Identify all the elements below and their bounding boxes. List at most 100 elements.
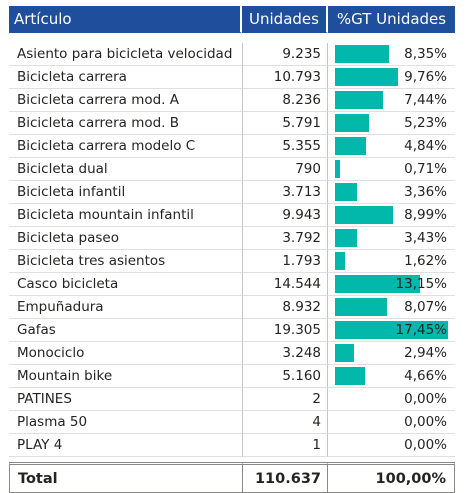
- table-row[interactable]: PLAY 4 1 0,00%: [9, 434, 455, 457]
- table-row[interactable]: PATINES 2 0,00%: [9, 388, 455, 411]
- row-pct-value: 2,94%: [404, 345, 447, 361]
- header-spacer: [9, 33, 455, 43]
- total-units: 110.637: [242, 462, 328, 493]
- row-pct-cell: 3,36%: [328, 181, 455, 204]
- data-bar: [335, 252, 346, 270]
- row-pct-cell: 2,94%: [328, 342, 455, 365]
- data-bar: [335, 275, 421, 293]
- column-header-articulo[interactable]: Artículo: [9, 6, 242, 33]
- row-articulo: Empuñadura: [9, 296, 242, 319]
- data-bar: [335, 206, 394, 224]
- row-unidades: 8.932: [242, 296, 328, 319]
- row-unidades: 790: [242, 158, 328, 181]
- row-articulo: Bicicleta carrera: [9, 66, 242, 89]
- row-articulo: Casco bicicleta: [9, 273, 242, 296]
- row-articulo: Bicicleta dual: [9, 158, 242, 181]
- row-articulo: Bicicleta tres asientos: [9, 250, 242, 273]
- row-pct-value: 0,00%: [404, 391, 447, 407]
- data-bar: [335, 183, 357, 201]
- row-articulo: Bicicleta carrera mod. A: [9, 89, 242, 112]
- row-pct-value: 3,36%: [404, 184, 447, 200]
- row-pct-cell: 8,07%: [328, 296, 455, 319]
- row-unidades: 14.544: [242, 273, 328, 296]
- table-row[interactable]: Casco bicicleta 14.544 13,15%: [9, 273, 455, 296]
- table-row[interactable]: Empuñadura 8.932 8,07%: [9, 296, 455, 319]
- row-pct-cell: 0,71%: [328, 158, 455, 181]
- table-row[interactable]: Gafas 19.305 17,45%: [9, 319, 455, 342]
- data-bar: [335, 321, 448, 339]
- data-bar: [335, 68, 399, 86]
- row-unidades: 19.305: [242, 319, 328, 342]
- table-row[interactable]: Bicicleta tres asientos 1.793 1,62%: [9, 250, 455, 273]
- data-bar: [335, 137, 367, 155]
- row-articulo: Mountain bike: [9, 365, 242, 388]
- row-pct-value: 0,00%: [404, 414, 447, 430]
- table-row[interactable]: Bicicleta carrera modelo C 5.355 4,84%: [9, 135, 455, 158]
- row-pct-value: 8,99%: [404, 207, 447, 223]
- row-pct-value: 7,44%: [404, 92, 447, 108]
- table-row[interactable]: Monociclo 3.248 2,94%: [9, 342, 455, 365]
- table-row[interactable]: Bicicleta dual 790 0,71%: [9, 158, 455, 181]
- table-row[interactable]: Bicicleta infantil 3.713 3,36%: [9, 181, 455, 204]
- row-pct-value: 4,84%: [404, 138, 447, 154]
- row-unidades: 1: [242, 434, 328, 457]
- data-bar: [335, 160, 340, 178]
- row-pct-cell: 5,23%: [328, 112, 455, 135]
- row-pct-cell: 8,35%: [328, 43, 455, 66]
- total-label: Total: [9, 462, 242, 493]
- table-row[interactable]: Bicicleta paseo 3.792 3,43%: [9, 227, 455, 250]
- table-row[interactable]: Bicicleta carrera mod. B 5.791 5,23%: [9, 112, 455, 135]
- row-pct-value: 3,43%: [404, 230, 447, 246]
- data-bar: [335, 229, 358, 247]
- row-pct-cell: 9,76%: [328, 66, 455, 89]
- table-row[interactable]: Bicicleta carrera mod. A 8.236 7,44%: [9, 89, 455, 112]
- row-articulo: PLAY 4: [9, 434, 242, 457]
- row-unidades: 3.248: [242, 342, 328, 365]
- data-bar: [335, 344, 355, 362]
- row-articulo: Bicicleta carrera mod. B: [9, 112, 242, 135]
- column-header-unidades[interactable]: Unidades: [242, 6, 328, 33]
- data-bar: [335, 367, 366, 385]
- row-unidades: 9.235: [242, 43, 328, 66]
- row-unidades: 9.943: [242, 204, 328, 227]
- row-pct-cell: 0,00%: [328, 388, 455, 411]
- row-pct-value: 8,07%: [404, 299, 447, 315]
- row-pct-cell: 0,00%: [328, 411, 455, 434]
- row-pct-cell: 8,99%: [328, 204, 455, 227]
- row-unidades: 5.355: [242, 135, 328, 158]
- row-articulo: PATINES: [9, 388, 242, 411]
- row-articulo: Plasma 50: [9, 411, 242, 434]
- header-row: Artículo Unidades %GT Unidades: [9, 6, 455, 33]
- row-articulo: Bicicleta carrera modelo C: [9, 135, 242, 158]
- row-unidades: 5.160: [242, 365, 328, 388]
- row-unidades: 10.793: [242, 66, 328, 89]
- data-bar: [335, 91, 384, 109]
- row-unidades: 8.236: [242, 89, 328, 112]
- table-row[interactable]: Mountain bike 5.160 4,66%: [9, 365, 455, 388]
- units-table: Artículo Unidades %GT Unidades Asiento p…: [9, 6, 455, 493]
- row-articulo: Bicicleta paseo: [9, 227, 242, 250]
- row-pct-value: 0,71%: [404, 161, 447, 177]
- row-articulo: Monociclo: [9, 342, 242, 365]
- row-pct-value: 17,45%: [395, 322, 447, 338]
- row-pct-value: 4,66%: [404, 368, 447, 384]
- row-unidades: 5.791: [242, 112, 328, 135]
- row-pct-value: 5,23%: [404, 115, 447, 131]
- row-unidades: 3.792: [242, 227, 328, 250]
- column-header-pct-gt-unidades[interactable]: %GT Unidades: [328, 6, 455, 33]
- total-row: Total 110.637 100,00%: [9, 462, 455, 493]
- total-pct: 100,00%: [328, 462, 455, 493]
- table-row[interactable]: Asiento para bicicleta velocidad 9.235 8,3…: [9, 43, 455, 66]
- row-pct-value: 9,76%: [404, 69, 447, 85]
- row-articulo: Bicicleta infantil: [9, 181, 242, 204]
- row-pct-cell: 4,84%: [328, 135, 455, 158]
- row-pct-value: 0,00%: [404, 437, 447, 453]
- row-articulo: Gafas: [9, 319, 242, 342]
- row-unidades: 1.793: [242, 250, 328, 273]
- table-row[interactable]: Bicicleta mountain infantil 9.943 8,99%: [9, 204, 455, 227]
- table-row[interactable]: Plasma 50 4 0,00%: [9, 411, 455, 434]
- row-pct-cell: 4,66%: [328, 365, 455, 388]
- table-row[interactable]: Bicicleta carrera 10.793 9,76%: [9, 66, 455, 89]
- row-articulo: Bicicleta mountain infantil: [9, 204, 242, 227]
